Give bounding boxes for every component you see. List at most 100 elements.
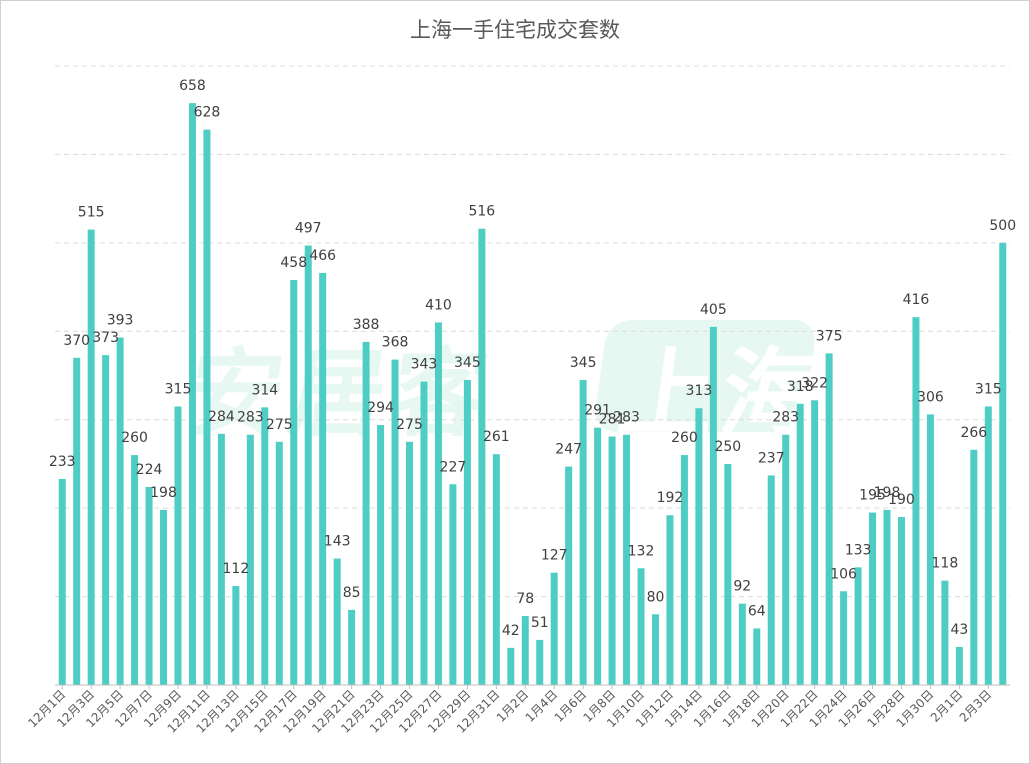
bar-1月30日 [926, 414, 934, 685]
bar-1月21日 [796, 403, 804, 685]
bar-1月5日 [565, 466, 573, 685]
bar-2月1日 [955, 646, 963, 685]
data-label-12月23日: 294 [367, 400, 394, 416]
gridlines [55, 65, 1010, 598]
bar-12月30日 [478, 228, 486, 686]
data-label-12月10日: 658 [179, 78, 206, 94]
data-label-1月27日: 198 [874, 485, 901, 501]
data-label-12月28日: 227 [440, 459, 467, 475]
data-label-1月13日: 260 [671, 430, 698, 446]
data-label-12月26日: 343 [411, 357, 438, 373]
bar-1月16日 [724, 463, 732, 685]
bar-12月3日 [87, 229, 95, 686]
bar-12月19日 [319, 272, 327, 685]
data-label-12月4日: 373 [92, 330, 119, 346]
bar-1月27日 [883, 509, 891, 685]
data-label-1月3日: 51 [531, 615, 549, 631]
bar-1月18日 [753, 628, 761, 685]
data-label-1月20日: 283 [772, 410, 799, 426]
data-label-12月13日: 112 [223, 561, 250, 577]
bar-1月29日 [912, 317, 920, 685]
data-label-12月9日: 315 [165, 381, 192, 397]
data-label-12月7日: 224 [136, 462, 163, 478]
data-label-2月3日: 315 [975, 381, 1002, 397]
data-label-2月4日: 500 [989, 218, 1016, 234]
data-label-12月29日: 345 [454, 355, 481, 371]
data-label-2月2日: 266 [960, 425, 987, 441]
bar-1月7日 [594, 427, 602, 685]
bar-1月9日 [623, 434, 631, 685]
bar-12月29日 [463, 379, 471, 685]
bar-1月10日 [637, 568, 645, 685]
data-label-1月11日: 80 [647, 589, 665, 605]
bar-1月12日 [666, 515, 674, 685]
data-label-1月28日: 190 [888, 492, 915, 508]
bar-12月5日 [116, 337, 124, 685]
data-label-12月14日: 283 [237, 410, 264, 426]
data-label-1月30日: 306 [917, 389, 944, 405]
bar-1月19日 [767, 475, 775, 685]
bar-1月2日 [521, 616, 529, 685]
data-label-1月29日: 416 [903, 292, 930, 308]
bar-2月4日 [999, 242, 1007, 685]
data-label-1月23日: 375 [816, 328, 843, 344]
data-label-12月8日: 198 [150, 485, 177, 501]
bar-12月11日 [203, 129, 211, 685]
bar-12月23日 [377, 425, 385, 685]
data-label-1月19日: 237 [758, 450, 785, 466]
data-label-1月22日: 322 [801, 375, 828, 391]
bar-1月11日 [651, 614, 659, 685]
bar-12月15日 [261, 407, 269, 685]
bar-1月6日 [579, 379, 587, 685]
data-label-12月27日: 410 [425, 297, 452, 313]
data-label-12月5日: 393 [107, 312, 134, 328]
bar-12月25日 [406, 441, 414, 685]
data-label-1月7日: 291 [584, 403, 611, 419]
bar-12月9日 [174, 406, 182, 685]
data-label-1月1日: 42 [502, 623, 520, 639]
bar-12月4日 [102, 355, 110, 685]
bar-12月20日 [333, 558, 341, 685]
data-label-12月24日: 368 [382, 335, 409, 351]
bar-2月3日 [984, 406, 992, 685]
bar-1月3日 [536, 639, 544, 685]
data-label-1月25日: 133 [845, 542, 872, 558]
bar-1月24日 [840, 591, 848, 685]
bar-1月4日 [550, 572, 558, 685]
data-label-1月8日: 281 [599, 412, 626, 428]
data-label-1月21日: 318 [787, 379, 814, 395]
data-label-12月31日: 261 [483, 429, 510, 445]
bar-1月17日 [738, 603, 746, 685]
bar-12月2日 [73, 357, 81, 685]
data-label-12月12日: 284 [208, 409, 235, 425]
data-label-1月9日: 283 [613, 410, 640, 426]
bar-12月8日 [160, 509, 168, 685]
bar-12月6日 [131, 455, 139, 685]
bar-1月28日 [897, 516, 905, 685]
bar-12月22日 [362, 341, 370, 685]
bar-2月2日 [970, 449, 978, 685]
bar-1月14日 [695, 408, 703, 685]
bar-1月26日 [869, 512, 877, 685]
data-label-12月30日: 516 [468, 204, 495, 220]
data-label-12月18日: 497 [295, 221, 322, 237]
bar-12月24日 [391, 359, 399, 685]
bar-12月18日 [304, 245, 312, 685]
bar-1月20日 [782, 434, 790, 685]
data-label-12月22日: 388 [353, 317, 380, 333]
bar-1月1日 [507, 647, 515, 685]
data-label-1月17日: 92 [733, 579, 751, 595]
data-label-12月17日: 458 [280, 255, 307, 271]
data-label-12月1日: 233 [49, 454, 76, 470]
data-label-12月21日: 85 [343, 585, 361, 601]
bar-12月14日 [246, 434, 254, 685]
data-label-1月26日: 195 [859, 488, 886, 504]
x-axis: 12月1日12月3日12月5日12月7日12月9日12月11日12月13日12月… [25, 684, 1010, 736]
data-label-1月16日: 250 [714, 439, 741, 455]
bar-12月28日 [449, 484, 457, 685]
data-label-1月4日: 127 [541, 548, 568, 564]
data-label-12月11日: 628 [194, 105, 221, 121]
bar-12月26日 [420, 381, 428, 685]
x-tick-label: 2月3日 [957, 687, 995, 725]
